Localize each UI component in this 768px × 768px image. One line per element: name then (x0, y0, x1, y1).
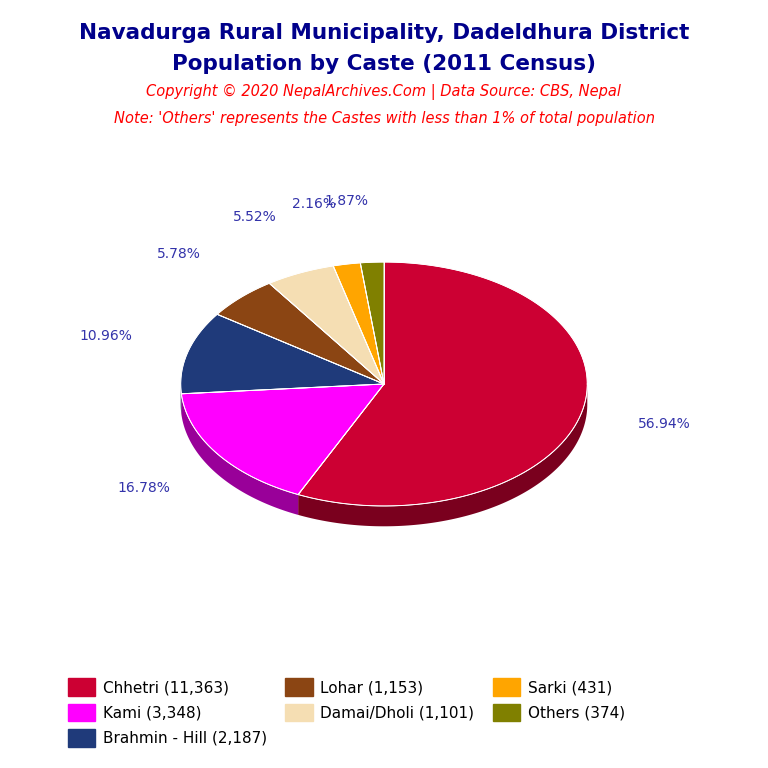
Text: 56.94%: 56.94% (638, 416, 690, 431)
Polygon shape (270, 266, 384, 384)
Polygon shape (298, 386, 588, 526)
Polygon shape (181, 394, 298, 515)
Polygon shape (181, 384, 384, 495)
Polygon shape (217, 283, 384, 384)
Polygon shape (298, 262, 588, 506)
Text: 5.52%: 5.52% (233, 210, 276, 224)
Legend: Chhetri (11,363), Kami (3,348), Brahmin - Hill (2,187), Lohar (1,153), Damai/Dho: Chhetri (11,363), Kami (3,348), Brahmin … (61, 672, 631, 753)
Text: 10.96%: 10.96% (80, 329, 133, 343)
Text: Population by Caste (2011 Census): Population by Caste (2011 Census) (172, 54, 596, 74)
Text: Note: 'Others' represents the Castes with less than 1% of total population: Note: 'Others' represents the Castes wit… (114, 111, 654, 127)
Text: Copyright © 2020 NepalArchives.Com | Data Source: CBS, Nepal: Copyright © 2020 NepalArchives.Com | Dat… (147, 84, 621, 101)
Text: 2.16%: 2.16% (292, 197, 336, 211)
Text: Navadurga Rural Municipality, Dadeldhura District: Navadurga Rural Municipality, Dadeldhura… (79, 23, 689, 43)
Polygon shape (333, 263, 384, 384)
Polygon shape (360, 262, 384, 384)
Text: 16.78%: 16.78% (118, 482, 170, 495)
Text: 5.78%: 5.78% (157, 247, 200, 261)
Text: 1.87%: 1.87% (325, 194, 369, 208)
Polygon shape (180, 314, 384, 394)
